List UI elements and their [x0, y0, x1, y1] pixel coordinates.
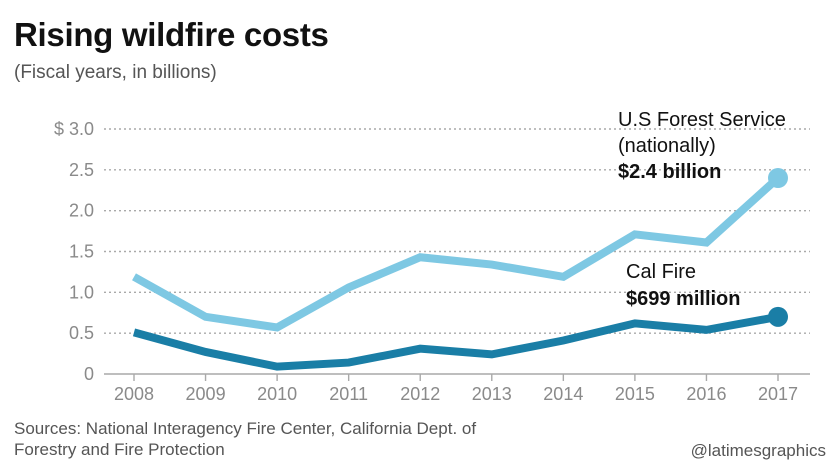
x-axis-ticks: 2008 2009 2010 2011 2012 2013 2014 2015 2016 2017	[114, 374, 798, 404]
y-tick-label: 0	[84, 364, 94, 384]
series-line-cal-fire	[132, 312, 779, 371]
series-labels: U.S Forest Service (nationally) $2.4 bil…	[618, 109, 786, 310]
chart-subtitle: (Fiscal years, in billions)	[14, 62, 217, 83]
x-tick-label: 2010	[257, 384, 297, 404]
forest-service-label-line1: U.S Forest Service	[618, 109, 786, 131]
x-tick-label: 2017	[758, 384, 798, 404]
series-lines	[132, 168, 788, 371]
y-tick-label: 2.5	[69, 160, 94, 180]
source-line-1: Sources: National Interagency Fire Cente…	[14, 419, 477, 438]
cal-fire-end-value: $699 million	[626, 288, 741, 310]
x-tick-label: 2015	[615, 384, 655, 404]
chart-title: Rising wildfire costs	[14, 16, 329, 53]
x-tick-label: 2011	[329, 384, 368, 404]
forest-service-end-value: $2.4 billion	[618, 161, 721, 183]
x-tick-label: 2008	[114, 384, 154, 404]
source-line-2: Forestry and Fire Protection	[14, 440, 225, 459]
y-tick-label: $ 3.0	[54, 119, 94, 139]
y-tick-label: 1.5	[69, 242, 94, 262]
series-line-forest-service	[132, 175, 781, 332]
cal-fire-label: Cal Fire	[626, 261, 696, 283]
y-tick-label: 0.5	[69, 323, 94, 343]
y-tick-label: 1.0	[69, 282, 94, 302]
x-tick-label: 2013	[472, 384, 512, 404]
end-point-cal-fire	[768, 306, 788, 327]
x-tick-label: 2016	[686, 384, 726, 404]
y-axis-ticks: 0 0.5 1.0 1.5 2.0 2.5 $ 3.0	[54, 119, 94, 384]
source-note: Sources: National Interagency Fire Cente…	[14, 418, 614, 460]
end-point-forest-service	[768, 168, 788, 188]
credit-handle: @latimesgraphics	[690, 441, 826, 460]
x-tick-label: 2014	[543, 384, 583, 404]
y-tick-label: 2.0	[69, 201, 94, 221]
x-tick-label: 2009	[186, 384, 226, 404]
forest-service-label-line2: (nationally)	[618, 135, 716, 157]
x-tick-label: 2012	[400, 384, 440, 404]
grid-lines	[104, 128, 810, 375]
